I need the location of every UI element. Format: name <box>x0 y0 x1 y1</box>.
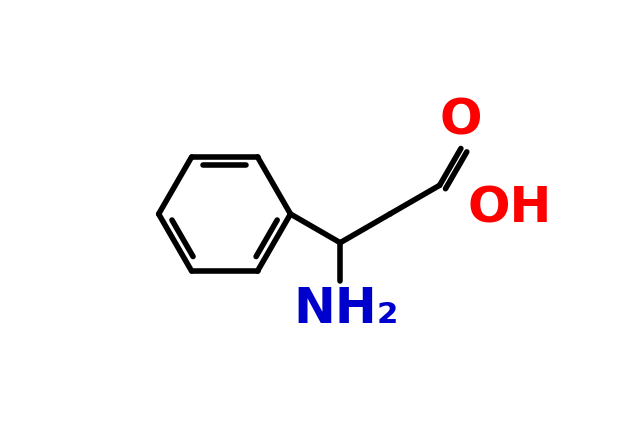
Text: OH: OH <box>467 185 552 233</box>
Text: O: O <box>440 96 482 144</box>
Text: NH₂: NH₂ <box>294 285 399 333</box>
